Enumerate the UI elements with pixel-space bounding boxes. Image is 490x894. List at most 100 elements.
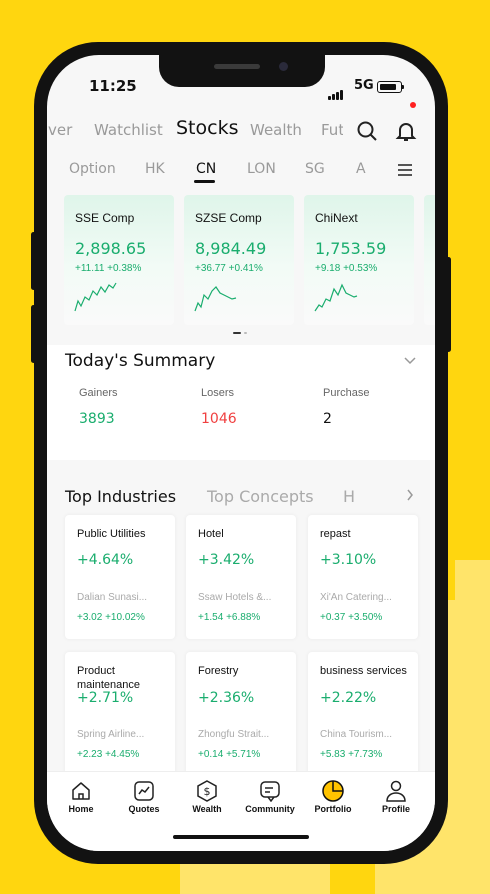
purchase-count: 2: [323, 411, 332, 427]
nav-profile-label: Profile: [381, 804, 410, 814]
industry-change: +3.10%: [320, 552, 377, 568]
industry-card[interactable]: Forestry +2.36% Zhongfu Strait... +0.14 …: [186, 652, 296, 776]
tab-sg[interactable]: SG: [305, 161, 325, 177]
industry-name: repast: [320, 528, 351, 540]
summary-panel: [47, 345, 435, 460]
search-icon[interactable]: [355, 119, 379, 143]
market-tab-bar: Option HK CN LON SG A: [47, 147, 435, 187]
battery-icon: [377, 81, 404, 93]
industry-card[interactable]: Hotel +3.42% Ssaw Hotels &... +1.54 +6.8…: [186, 515, 296, 639]
leading-stock-change: +1.54 +6.88%: [198, 612, 261, 623]
speaker: [214, 64, 260, 69]
tab-cn[interactable]: CN: [196, 161, 217, 177]
industry-card[interactable]: repast +3.10% Xi'An Catering... +0.37 +3…: [308, 515, 418, 639]
losers-count: 1046: [201, 411, 237, 427]
tab-hot[interactable]: H: [343, 487, 356, 506]
tab-top-concepts[interactable]: Top Concepts: [207, 487, 314, 506]
home-indicator[interactable]: [173, 835, 309, 839]
industry-name: Product maintenance: [77, 665, 140, 691]
industry-change: +2.36%: [198, 690, 255, 706]
industry-card[interactable]: business services +2.22% China Tourism..…: [308, 652, 418, 776]
camera: [279, 62, 288, 71]
network-type: 5G: [354, 78, 374, 93]
background-decoration: [455, 560, 490, 600]
chevron-right-icon[interactable]: [406, 489, 414, 501]
summary-title: Today's Summary: [65, 351, 216, 371]
tab-option[interactable]: Option: [69, 161, 116, 177]
tab-stocks[interactable]: Stocks: [176, 117, 239, 139]
sparkline: [194, 286, 237, 312]
nav-portfolio[interactable]: Portfolio: [303, 780, 363, 814]
nav-community[interactable]: Community: [240, 780, 300, 814]
leading-stock: Zhongfu Strait...: [198, 729, 270, 740]
nav-home[interactable]: Home: [51, 780, 111, 814]
index-name: SSE Comp: [75, 211, 135, 225]
tab-discover[interactable]: ver: [48, 121, 73, 139]
tab-futures[interactable]: Futu: [321, 121, 343, 139]
leading-stock-change: +0.14 +5.71%: [198, 749, 261, 760]
nav-wealth[interactable]: $ Wealth: [177, 780, 237, 814]
nav-quotes-label: Quotes: [128, 804, 160, 814]
losers-label: Losers: [201, 387, 235, 399]
pager-active: [233, 332, 241, 334]
leading-stock: Spring Airline...: [77, 729, 145, 740]
leading-stock: Ssaw Hotels &...: [198, 592, 272, 603]
tab-watchlist[interactable]: Watchlist: [94, 121, 163, 139]
leading-stock-change: +5.83 +7.73%: [320, 749, 383, 760]
index-value: 1,753.59: [315, 239, 387, 258]
menu-icon[interactable]: [398, 164, 412, 179]
tab-a[interactable]: A: [356, 161, 366, 177]
index-card-szse[interactable]: SZSE Comp 8,984.49 +36.77 +0.41%: [184, 195, 294, 325]
tab-hk[interactable]: HK: [145, 161, 165, 177]
active-tab-indicator: [194, 180, 215, 183]
profile-icon: [386, 780, 406, 802]
quotes-icon: [134, 781, 154, 801]
nav-community-label: Community: [245, 804, 295, 814]
nav-wealth-label: Wealth: [192, 804, 222, 814]
industry-change: +3.42%: [198, 552, 255, 568]
home-icon: [72, 782, 90, 800]
notification-badge: [410, 102, 416, 108]
index-card-next[interactable]: [424, 195, 435, 325]
purchase-label: Purchase: [323, 387, 370, 399]
phone-power-button: [446, 257, 451, 352]
leading-stock: China Tourism...: [320, 729, 393, 740]
industry-card[interactable]: Product maintenance +2.71% Spring Airlin…: [65, 652, 175, 776]
status-bar: 11:25 5G: [47, 55, 435, 105]
leading-stock-change: +0.37 +3.50%: [320, 612, 383, 623]
gainers-label: Gainers: [79, 387, 118, 399]
nav-portfolio-label: Portfolio: [314, 804, 352, 814]
nav-profile[interactable]: Profile: [366, 780, 426, 814]
index-card-chinext[interactable]: ChiNext 1,753.59 +9.18 +0.53%: [304, 195, 414, 325]
index-value: 8,984.49: [195, 239, 267, 258]
phone-screen: 11:25 5G ver Watchlist Stocks Wealth Fut…: [47, 55, 435, 851]
pager-dot: [244, 332, 247, 334]
tab-top-industries[interactable]: Top Industries: [65, 487, 177, 506]
index-card-sse[interactable]: SSE Comp 2,898.65 +11.11 +0.38%: [64, 195, 174, 325]
industry-change: +2.71%: [77, 690, 134, 706]
index-name: SZSE Comp: [195, 211, 262, 225]
sparkline: [74, 282, 117, 312]
chevron-down-icon[interactable]: [403, 355, 417, 365]
tab-wealth[interactable]: Wealth: [250, 121, 302, 139]
phone-volume-button: [31, 232, 36, 290]
index-cards: SSE Comp 2,898.65 +11.11 +0.38% SZSE Com…: [47, 195, 435, 335]
industry-change: +4.64%: [77, 552, 134, 568]
index-name: ChiNext: [315, 211, 358, 225]
leading-stock: Xi'An Catering...: [320, 592, 392, 603]
wealth-icon: $: [197, 780, 217, 802]
phone-volume-button: [31, 305, 36, 363]
index-change: +11.11 +0.38%: [75, 263, 142, 274]
leading-stock-change: +2.23 +4.45%: [77, 749, 140, 760]
portfolio-icon: [322, 780, 344, 802]
bell-icon[interactable]: [394, 119, 418, 143]
industry-name: Forestry: [198, 665, 239, 677]
industry-name: Hotel: [198, 528, 224, 540]
leading-stock-change: +3.02 +10.02%: [77, 612, 145, 623]
industry-name: Public Utilities: [77, 528, 146, 540]
signal-icon: [328, 81, 344, 100]
notch: [159, 55, 325, 87]
tab-lon[interactable]: LON: [247, 161, 276, 177]
industry-card[interactable]: Public Utilities +4.64% Dalian Sunasi...…: [65, 515, 175, 639]
nav-quotes[interactable]: Quotes: [114, 780, 174, 814]
